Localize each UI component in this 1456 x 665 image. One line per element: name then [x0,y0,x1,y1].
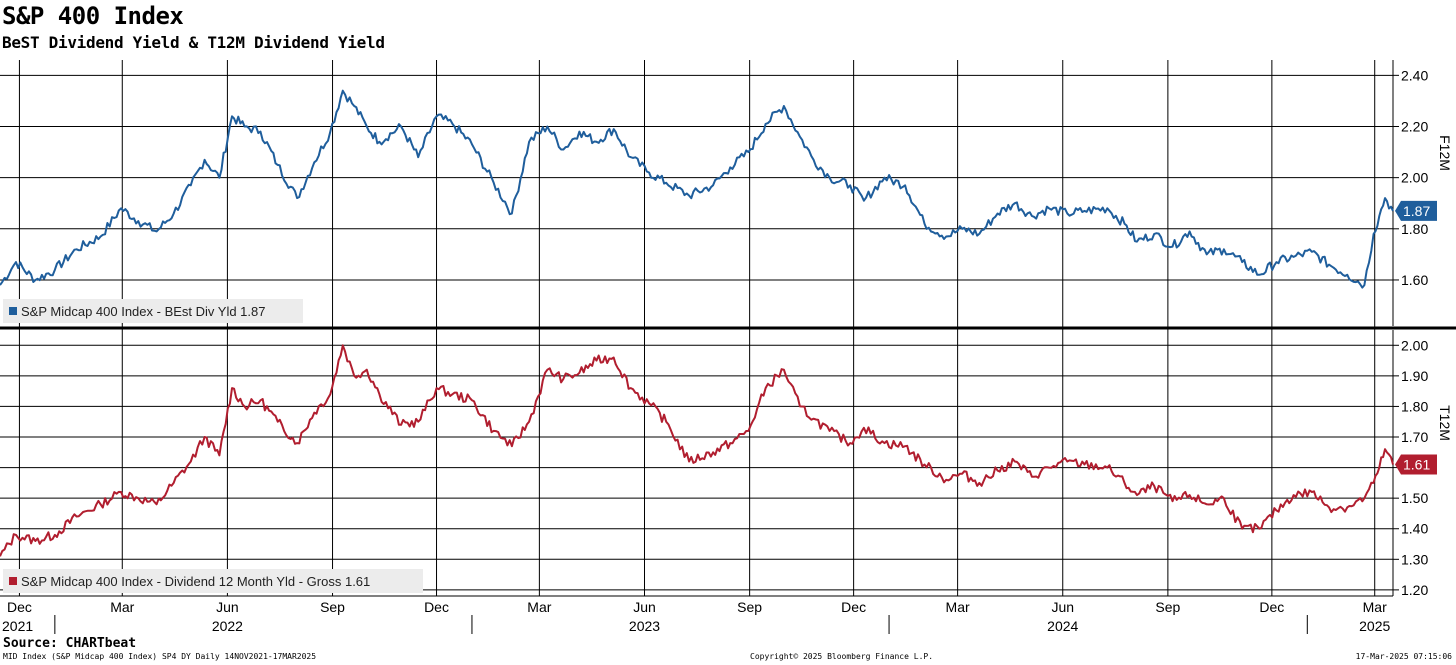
y-axis-title: F12M [1437,135,1453,171]
x-month-label: Mar [110,599,134,615]
legend-box [3,569,423,593]
y-tick-label: 1.30 [1401,551,1428,567]
x-month-label: Jun [633,599,656,615]
legend-box [3,299,303,323]
x-month-label: Mar [946,599,970,615]
x-month-label: Sep [320,599,345,615]
y-tick-label: 2.00 [1401,170,1428,186]
legend-label: S&P Midcap 400 Index - Dividend 12 Month… [21,574,370,589]
x-month-label: Mar [527,599,551,615]
last-value-badge [1395,200,1437,221]
x-year-label: 2023 [629,618,660,634]
x-month-label: Dec [7,599,32,615]
y-tick-label: 1.90 [1401,368,1428,384]
last-value-label: 1.61 [1403,457,1430,473]
series-line [0,344,1394,557]
last-value-label: 1.87 [1403,203,1430,219]
y-tick-label: 1.80 [1401,221,1428,237]
y-tick-label: 1.40 [1401,521,1428,537]
x-year-label: 2022 [212,618,243,634]
x-year-label: 2021 [2,618,33,634]
footer-copyright: Copyright© 2025 Bloomberg Finance L.P. [750,652,934,661]
x-month-label: Mar [1363,599,1387,615]
y-tick-label: 1.80 [1401,398,1428,414]
x-year-label: 2025 [1359,618,1390,634]
x-month-label: Sep [1155,599,1180,615]
footer-timestamp: 17-Mar-2025 07:15:06 [1355,652,1452,661]
chart-title: S&P 400 Index [2,2,184,30]
series-line [0,89,1394,289]
y-tick-label: 2.00 [1401,337,1428,353]
x-month-label: Dec [841,599,866,615]
legend-label: S&P Midcap 400 Index - BEst Div Yld 1.87 [21,304,266,319]
y-tick-label: 2.40 [1401,67,1428,83]
y-tick-label: 2.20 [1401,119,1428,135]
x-month-label: Dec [424,599,449,615]
last-value-badge [1395,454,1437,475]
x-month-label: Dec [1259,599,1284,615]
legend-swatch [9,577,17,585]
y-tick-label: 1.50 [1401,490,1428,506]
y-axis-title: T12M [1437,405,1453,441]
y-tick-label: 1.60 [1401,272,1428,288]
footer-index-info: MID Index (S&P Midcap 400 Index) SP4 DY … [3,652,317,661]
y-tick-label: 1.70 [1401,429,1428,445]
source-label: Source: CHARTbeat [3,636,137,651]
x-month-label: Jun [216,599,239,615]
y-tick-label: 1.20 [1401,582,1428,598]
x-month-label: Jun [1051,599,1074,615]
x-month-label: Sep [737,599,762,615]
x-year-label: 2024 [1047,618,1078,634]
chart-subtitle: BeST Dividend Yield & T12M Dividend Yiel… [2,33,385,52]
legend-swatch [9,307,17,315]
